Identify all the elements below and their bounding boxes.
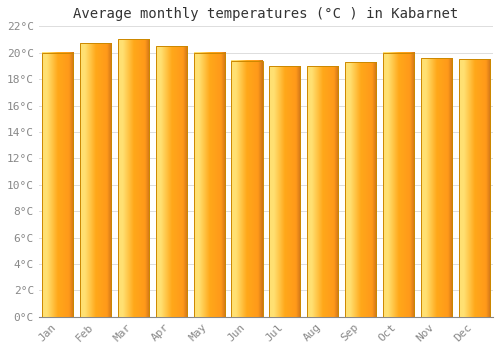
Bar	[458, 59, 490, 317]
Bar	[80, 43, 111, 317]
Bar	[42, 53, 74, 317]
Bar	[156, 46, 187, 317]
Title: Average monthly temperatures (°C ) in Kabarnet: Average monthly temperatures (°C ) in Ka…	[74, 7, 458, 21]
Bar	[232, 61, 262, 317]
Bar	[194, 53, 224, 317]
Bar	[421, 58, 452, 317]
Bar	[270, 66, 300, 317]
Bar	[383, 53, 414, 317]
Bar	[345, 62, 376, 317]
Bar	[118, 40, 149, 317]
Bar	[307, 66, 338, 317]
